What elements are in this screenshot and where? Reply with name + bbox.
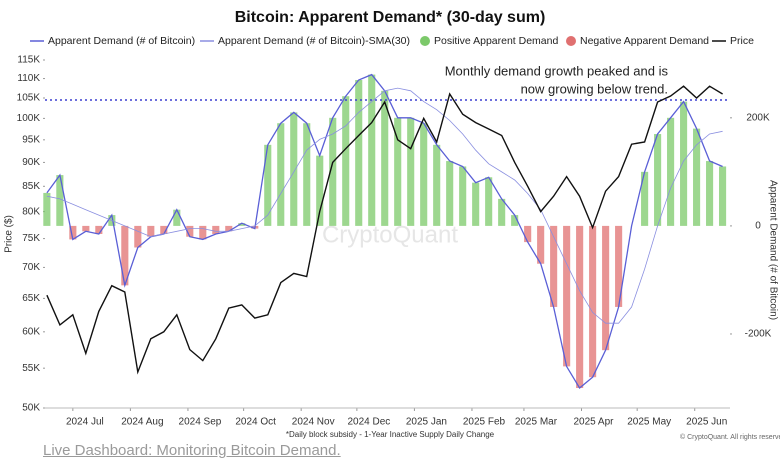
y-tick-label: 110K (17, 73, 40, 84)
demand-bar (420, 123, 428, 226)
x-tick-label: 2025 May (627, 417, 671, 428)
demand-bar (303, 123, 311, 226)
x-tick-label: 2024 Jul (66, 417, 104, 428)
y-axis-label: Price ($) (4, 215, 15, 253)
demand-bar (121, 225, 129, 286)
y-tick-label: 60K (22, 326, 40, 337)
demand-bar (43, 192, 51, 226)
demand-bar (264, 144, 272, 226)
demand-bar (433, 144, 441, 226)
series-line (46, 87, 723, 324)
demand-bar (186, 225, 194, 237)
demand-bar (667, 117, 675, 226)
demand-bar (524, 225, 532, 243)
demand-bar (498, 198, 506, 226)
demand-bar (394, 117, 402, 226)
y2-tick-label: 200K (746, 112, 770, 123)
x-tick-label: 2025 Jun (686, 417, 727, 428)
demand-bar (381, 90, 389, 226)
demand-bar (511, 215, 519, 226)
legend-label: Apparent Demand (# of Bitcoin) (48, 35, 195, 47)
demand-bar (56, 175, 64, 226)
demand-bar (706, 161, 714, 226)
demand-bar (290, 112, 298, 226)
demand-bar (680, 101, 688, 226)
y-tick-label: 95K (22, 134, 40, 145)
demand-bar (368, 74, 376, 226)
x-tick-label: 2024 Aug (121, 417, 163, 428)
y-tick-label: 55K (22, 363, 40, 374)
dashboard-link[interactable]: Live Dashboard: Monitoring Bitcoin Deman… (43, 442, 341, 459)
demand-bar (238, 223, 246, 226)
y2-axis-label: Apparent Demand (# of Bitcoin) (767, 180, 778, 320)
x-tick-label: 2025 Apr (573, 417, 614, 428)
demand-bar (693, 128, 701, 226)
demand-bar (173, 209, 181, 226)
demand-bar (576, 225, 584, 389)
demand-bar (719, 166, 727, 226)
demand-bar (212, 225, 220, 234)
legend-label: Price (730, 35, 754, 47)
demand-bar (602, 225, 610, 351)
demand-bar (277, 123, 285, 226)
chart-title: Bitcoin: Apparent Demand* (30-day sum) (235, 9, 546, 26)
y-tick-label: 100K (17, 113, 41, 124)
demand-bar (147, 225, 155, 237)
x-tick-label: 2024 Nov (292, 417, 335, 428)
demand-bar (134, 225, 142, 248)
copyright: © CryptoQuant. All rights reserved (680, 433, 780, 441)
legend-swatch (566, 36, 576, 46)
demand-bar (641, 171, 649, 226)
legend-swatch (420, 36, 430, 46)
y-tick-label: 50K (22, 403, 40, 414)
y-tick-label: 85K (22, 181, 40, 192)
demand-bar (563, 225, 571, 367)
demand-bar (589, 225, 597, 378)
series-line (46, 85, 723, 375)
y-tick-label: 65K (22, 293, 40, 304)
y-tick-label: 70K (22, 262, 40, 273)
annotation: now growing below trend. (521, 81, 668, 96)
x-tick-label: 2025 Mar (515, 417, 558, 428)
demand-bar (225, 225, 233, 232)
legend-label: Apparent Demand (# of Bitcoin)-SMA(30) (218, 35, 410, 47)
y2-tick-label: -200K (745, 329, 772, 340)
demand-bar (550, 225, 558, 307)
demand-bar (316, 155, 324, 226)
legend-label: Positive Apparent Demand (434, 35, 558, 47)
x-tick-label: 2024 Dec (347, 417, 390, 428)
demand-bar (199, 225, 207, 240)
annotation: Monthly demand growth peaked and is (445, 63, 669, 78)
demand-bar (329, 117, 337, 226)
demand-bar (342, 96, 350, 226)
demand-bar (615, 225, 623, 307)
y2-tick-label: 0 (755, 221, 761, 232)
footnote: *Daily block subsidy - 1-Year Inactive S… (286, 430, 495, 439)
y-tick-label: 80K (22, 206, 40, 217)
demand-bar (537, 225, 545, 264)
demand-bar (69, 225, 77, 240)
y-tick-label: 90K (22, 157, 40, 168)
x-tick-label: 2025 Feb (463, 417, 506, 428)
demand-bar (160, 225, 168, 234)
demand-bar (355, 79, 363, 226)
demand-bar (95, 225, 103, 234)
demand-bar (446, 161, 454, 226)
x-tick-label: 2024 Sep (179, 417, 222, 428)
demand-bar (654, 134, 662, 226)
demand-bar (82, 225, 90, 232)
legend-label: Negative Apparent Demand (580, 35, 709, 47)
demand-bar (485, 177, 493, 226)
y-tick-label: 105K (17, 93, 41, 104)
x-tick-label: 2024 Oct (235, 417, 276, 428)
demand-bar (407, 117, 415, 226)
y-tick-label: 115K (17, 55, 40, 66)
demand-bar (459, 166, 467, 226)
y-tick-label: 75K (22, 233, 40, 244)
demand-bar (472, 182, 480, 226)
x-tick-label: 2025 Jan (406, 417, 447, 428)
